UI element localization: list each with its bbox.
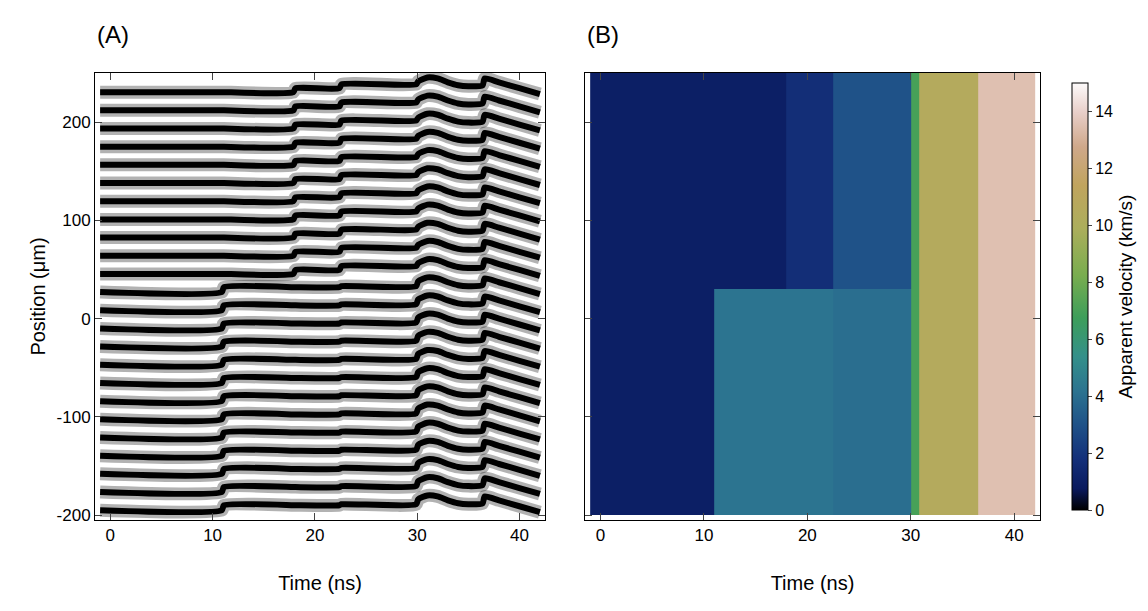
svg-text:0: 0 — [1095, 502, 1104, 519]
svg-text:Time (ns): Time (ns) — [278, 572, 362, 594]
svg-text:40: 40 — [1005, 526, 1024, 545]
svg-text:10: 10 — [203, 526, 222, 545]
svg-text:12: 12 — [1095, 160, 1113, 177]
svg-text:8: 8 — [1095, 274, 1104, 291]
svg-text:Time (ns): Time (ns) — [771, 572, 855, 594]
svg-text:200: 200 — [62, 113, 90, 132]
svg-text:14: 14 — [1095, 103, 1113, 120]
svg-text:Apparent velocity (km/s): Apparent velocity (km/s) — [1115, 195, 1136, 399]
svg-text:6: 6 — [1095, 331, 1104, 348]
svg-text:30: 30 — [901, 526, 920, 545]
svg-text:30: 30 — [408, 526, 427, 545]
svg-text:4: 4 — [1095, 388, 1104, 405]
svg-text:40: 40 — [510, 526, 529, 545]
svg-text:(B): (B) — [587, 21, 619, 48]
svg-text:0: 0 — [81, 310, 90, 329]
svg-text:2: 2 — [1095, 445, 1104, 462]
svg-text:20: 20 — [798, 526, 817, 545]
svg-text:0: 0 — [596, 526, 605, 545]
svg-text:-100: -100 — [57, 408, 91, 427]
svg-text:100: 100 — [62, 211, 90, 230]
svg-text:10: 10 — [1095, 217, 1113, 234]
svg-text:(A): (A) — [97, 21, 129, 48]
svg-text:20: 20 — [305, 526, 324, 545]
svg-text:10: 10 — [694, 526, 713, 545]
svg-text:Position (μm): Position (μm) — [27, 237, 49, 355]
svg-text:-200: -200 — [57, 506, 91, 525]
svg-text:0: 0 — [106, 526, 115, 545]
